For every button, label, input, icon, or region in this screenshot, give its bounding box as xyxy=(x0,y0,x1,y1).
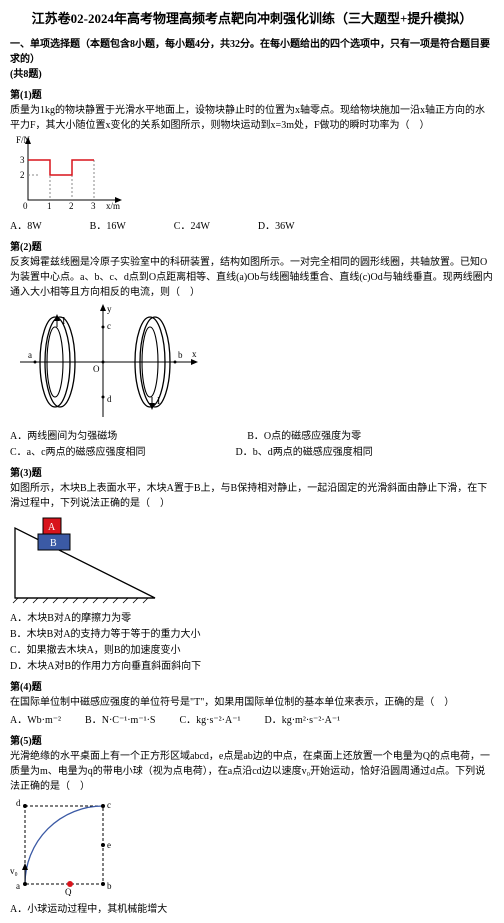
q3-choice-A: A．木块B对A的摩擦力为零 xyxy=(10,609,494,624)
q5-body: 光滑绝缘的水平桌面上有一个正方形区域abcd，e点是ab边的中点，在桌面上还放置… xyxy=(10,747,494,792)
svg-text:2: 2 xyxy=(69,201,74,211)
q2-body: 反亥姆霍兹线圈是冷原子实验室中的科研装置，结构如图所示。一对完全相同的圆形线圈，… xyxy=(10,253,494,298)
svg-text:I: I xyxy=(62,316,65,327)
svg-text:1: 1 xyxy=(47,201,52,211)
q2-title: 第(2)题 xyxy=(10,238,494,253)
section-line2: (共8题) xyxy=(10,69,42,80)
q4-title: 第(4)题 xyxy=(10,678,494,693)
q2-choice-C: C．a、c两点的磁感应强度相同 xyxy=(10,443,146,458)
q1-chart-svg: F/N 3 2 0 1 2 3 x/m xyxy=(10,135,130,213)
q3-choice-D: D．木块A对B的作用力方向垂直斜面斜向下 xyxy=(10,657,494,672)
svg-text:B: B xyxy=(50,538,57,549)
svg-text:c: c xyxy=(107,800,111,810)
svg-text:0: 0 xyxy=(23,201,28,211)
svg-text:d: d xyxy=(16,798,21,808)
svg-text:I: I xyxy=(157,396,160,407)
q1-body: 质量为1kg的物块静置于光滑水平地面上，设物块静止时的位置为x轴零点。现给物块施… xyxy=(10,101,494,131)
q1-choice-A: A．8W xyxy=(10,217,42,232)
q3-choice-C: C．如果撤去木块A，则B的加速度变小 xyxy=(10,641,494,656)
q2-choice-D: D．b、d两点的磁感应强度相同 xyxy=(236,443,373,458)
section-header: 一、单项选择题（本题包含8小题，每小题4分，共32分。在每小题给出的四个选项中，… xyxy=(10,35,494,80)
q1-figure: F/N 3 2 0 1 2 3 x/m xyxy=(10,135,494,213)
q1-choice-C: C．24W xyxy=(174,217,210,232)
q5-choices: A．小球运动过程中，其机械能增大 xyxy=(10,900,494,915)
question-2: 第(2)题 反亥姆霍兹线圈是冷原子实验室中的科研装置，结构如图所示。一对完全相同… xyxy=(10,238,494,458)
q2-choice-A: A．两线圈间为匀强磁场 xyxy=(10,427,117,442)
q2-choices: A．两线圈间为匀强磁场 B．O点的磁感应强度为零 C．a、c两点的磁感应强度相同… xyxy=(10,426,494,458)
svg-text:c: c xyxy=(107,321,111,331)
q3-body: 如图所示，木块B上表面水平，木块A置于B上，与B保持相对静止，一起沿固定的光滑斜… xyxy=(10,479,494,509)
svg-text:e: e xyxy=(107,840,111,850)
question-1: 第(1)题 质量为1kg的物块静置于光滑水平地面上，设物块静止时的位置为x轴零点… xyxy=(10,86,494,232)
question-4: 第(4)题 在国际单位制中磁感应强度的单位符号是"T"，如果用国际单位制的基本单… xyxy=(10,678,494,726)
q3-choices: A．木块B对A的摩擦力为零 B．木块B对A的支持力等于等于的重力大小 C．如果撤… xyxy=(10,609,494,672)
svg-text:a: a xyxy=(28,350,32,360)
section-line1: 一、单项选择题（本题包含8小题，每小题4分，共32分。在每小题给出的四个选项中，… xyxy=(10,39,490,65)
svg-text:b: b xyxy=(107,881,112,891)
q5-title: 第(5)题 xyxy=(10,732,494,747)
q2-coils-svg: I I y x O a b c d xyxy=(10,302,200,422)
q5-choice-A: A．小球运动过程中，其机械能增大 xyxy=(10,900,494,915)
svg-text:v₀: v₀ xyxy=(10,866,18,876)
doc-title: 江苏卷02-2024年高考物理高频考点靶向冲刺强化训练（三大题型+提升模拟） xyxy=(10,8,494,27)
svg-text:d: d xyxy=(107,394,112,404)
svg-text:3: 3 xyxy=(20,155,25,165)
q3-incline-svg: B A xyxy=(10,513,160,605)
q4-choice-B: B．N·C⁻¹·m⁻¹·S xyxy=(85,711,155,726)
q1-title: 第(1)题 xyxy=(10,86,494,101)
q4-body: 在国际单位制中磁感应强度的单位符号是"T"，如果用国际单位制的基本单位来表示，正… xyxy=(10,693,494,708)
q5-square-svg: d c a b e Q v₀ xyxy=(10,796,140,896)
svg-text:x/m: x/m xyxy=(106,201,120,211)
svg-text:x: x xyxy=(192,349,197,359)
svg-text:y: y xyxy=(107,304,112,314)
q5-figure: d c a b e Q v₀ xyxy=(10,796,494,896)
question-5: 第(5)题 光滑绝缘的水平桌面上有一个正方形区域abcd，e点是ab边的中点，在… xyxy=(10,732,494,915)
svg-text:A: A xyxy=(48,522,56,533)
svg-text:a: a xyxy=(16,881,20,891)
svg-text:3: 3 xyxy=(91,201,96,211)
q4-choices: A．Wb·m⁻² B．N·C⁻¹·m⁻¹·S C．kg·s⁻²·A⁻¹ D．kg… xyxy=(10,711,494,726)
q4-choice-D: D．kg·m²·s⁻²·A⁻¹ xyxy=(265,711,341,726)
svg-text:b: b xyxy=(178,350,183,360)
q1-choice-B: B．16W xyxy=(90,217,126,232)
svg-text:F/N: F/N xyxy=(16,135,31,145)
svg-text:2: 2 xyxy=(20,170,25,180)
q4-choice-C: C．kg·s⁻²·A⁻¹ xyxy=(180,711,241,726)
svg-text:Q: Q xyxy=(65,887,72,896)
q4-choice-A: A．Wb·m⁻² xyxy=(10,711,61,726)
question-3: 第(3)题 如图所示，木块B上表面水平，木块A置于B上，与B保持相对静止，一起沿… xyxy=(10,464,494,672)
q3-figure: B A xyxy=(10,513,494,605)
q3-title: 第(3)题 xyxy=(10,464,494,479)
q1-choice-D: D．36W xyxy=(258,217,295,232)
q1-choices: A．8W B．16W C．24W D．36W xyxy=(10,217,494,232)
q2-figure: I I y x O a b c d xyxy=(10,302,494,422)
q3-choice-B: B．木块B对A的支持力等于等于的重力大小 xyxy=(10,625,494,640)
svg-text:O: O xyxy=(93,364,100,374)
q2-choice-B: B．O点的磁感应强度为零 xyxy=(247,427,361,442)
